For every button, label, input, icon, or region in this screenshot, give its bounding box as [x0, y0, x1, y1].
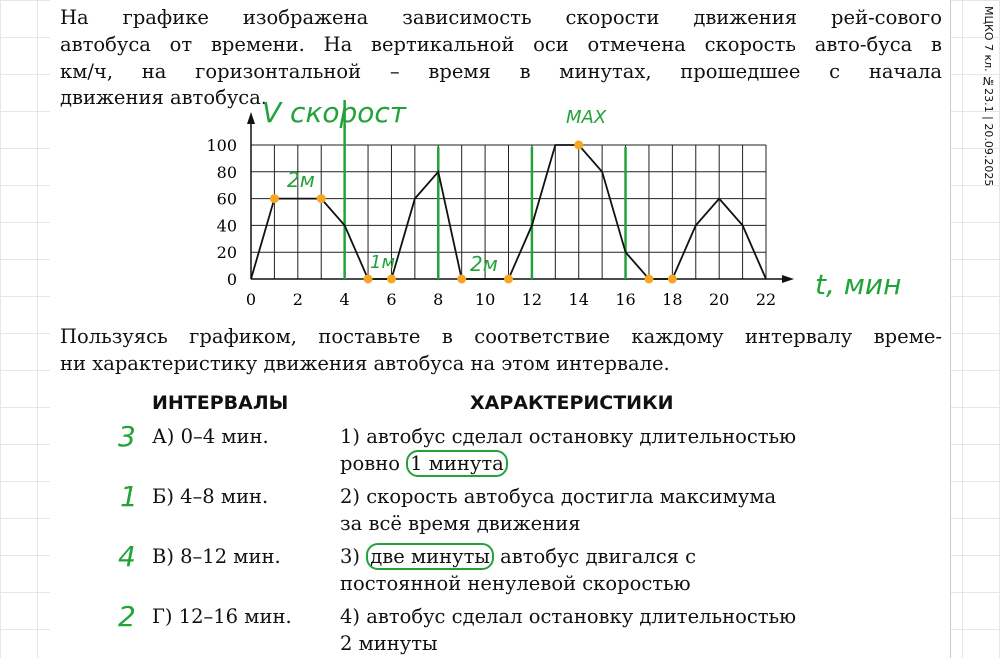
x-tick-label: 2: [293, 290, 303, 309]
interval-d: Г) 12–16 мин.: [152, 605, 292, 628]
speed-time-chart: 0 20 40 60 80 100 0 2 4 6 8 10 12 14 16 18 20 22: [206, 100, 794, 309]
x-tick-label: 12: [522, 290, 542, 309]
characteristic-1-line-2: ровно 1 минута: [340, 450, 508, 477]
x-tick-label: 20: [709, 290, 729, 309]
intro-line-2: автобуса от времени. На вертикальной оси…: [60, 33, 942, 56]
x-tick-label: 8: [433, 290, 443, 309]
highlight-point: [386, 274, 396, 284]
text: автобус двигался с: [493, 545, 697, 568]
text: ровно: [340, 452, 407, 475]
highlight-point: [667, 274, 677, 284]
y-tick-label: 60: [217, 190, 237, 209]
highlight-point: [574, 140, 584, 150]
circled-text: две минуты: [366, 543, 494, 570]
x-tick-label: 14: [569, 290, 589, 309]
interval-c: В) 8–12 мин.: [152, 545, 281, 568]
characteristic-3-line-2: постоянной ненулевой скоростью: [340, 572, 691, 595]
circled-text: 1 минута: [406, 450, 508, 477]
y-tick-label: 80: [217, 163, 237, 182]
x-tick-label: 0: [246, 290, 256, 309]
highlight-point: [363, 274, 373, 284]
characteristic-3-line-1: 3) две минуты автобус двигался с: [340, 543, 697, 570]
intervals-header: ИНТЕРВАЛЫ: [152, 392, 289, 414]
x-tick-label: 10: [475, 290, 495, 309]
answer-c: 4: [118, 540, 136, 573]
task-line-1: Пользуясь графиком, поставьте в соответс…: [60, 325, 942, 348]
y-tick-label: 20: [217, 243, 237, 262]
y-tick-label: 0: [227, 270, 237, 289]
intro-line-3: км/ч, на горизонтальной – время в минута…: [60, 60, 942, 83]
highlight-point: [269, 194, 279, 204]
answer-d: 2: [118, 600, 136, 633]
x-tick-label: 4: [340, 290, 350, 309]
y-tick-label: 100: [206, 136, 237, 155]
characteristic-4-line-1: 4) автобус сделал остановку длительность…: [340, 605, 797, 628]
segment-annotation-1: 2м: [287, 168, 315, 192]
characteristic-2-line-1: 2) скорость автобуса достигла максимума: [340, 485, 777, 508]
source-label: МЦКО 7 кл. №23.1 | 20.09.2025: [982, 6, 995, 187]
answer-a: 3: [118, 420, 136, 453]
highlight-point: [316, 194, 326, 204]
intro-line-1: На графике изображена зависимость скорос…: [60, 6, 942, 29]
worksheet-page: [50, 0, 950, 658]
speed-line: [250, 144, 767, 280]
characteristic-1-line-1: 1) автобус сделал остановку длительность…: [340, 425, 797, 448]
characteristic-2-line-2: за всё время движения: [340, 512, 581, 535]
interval-b: Б) 4–8 мин.: [152, 485, 269, 508]
x-axis-arrow: [782, 275, 794, 283]
v-axis-annotation: V скорост: [262, 96, 407, 129]
y-axis-arrow: [247, 112, 255, 124]
intro-line-4: движения автобуса.: [60, 86, 268, 109]
interval-a: А) 0–4 мин.: [152, 425, 269, 448]
highlight-point: [504, 274, 513, 284]
x-tick-label: 22: [756, 290, 776, 309]
t-axis-annotation: t, мин: [815, 268, 902, 301]
characteristic-4-line-2: 2 минуты: [340, 632, 438, 655]
right-margin: МЦКО 7 кл. №23.1 | 20.09.2025: [950, 0, 1000, 658]
x-tick-label: 16: [615, 290, 635, 309]
segment-annotation-3: 2м: [470, 252, 498, 276]
segment-annotation-2: 1м: [370, 252, 396, 273]
highlight-point: [644, 274, 654, 284]
max-annotation: MAX: [566, 107, 607, 128]
task-line-2: ни характеристику движения автобуса на э…: [60, 352, 670, 375]
text: 3): [340, 545, 367, 568]
x-tick-label: 6: [386, 290, 396, 309]
characteristics-header: ХАРАКТЕРИСТИКИ: [470, 392, 674, 414]
answer-b: 1: [120, 480, 138, 513]
y-tick-label: 40: [217, 216, 237, 235]
highlight-point: [457, 274, 467, 284]
x-tick-label: 18: [662, 290, 682, 309]
